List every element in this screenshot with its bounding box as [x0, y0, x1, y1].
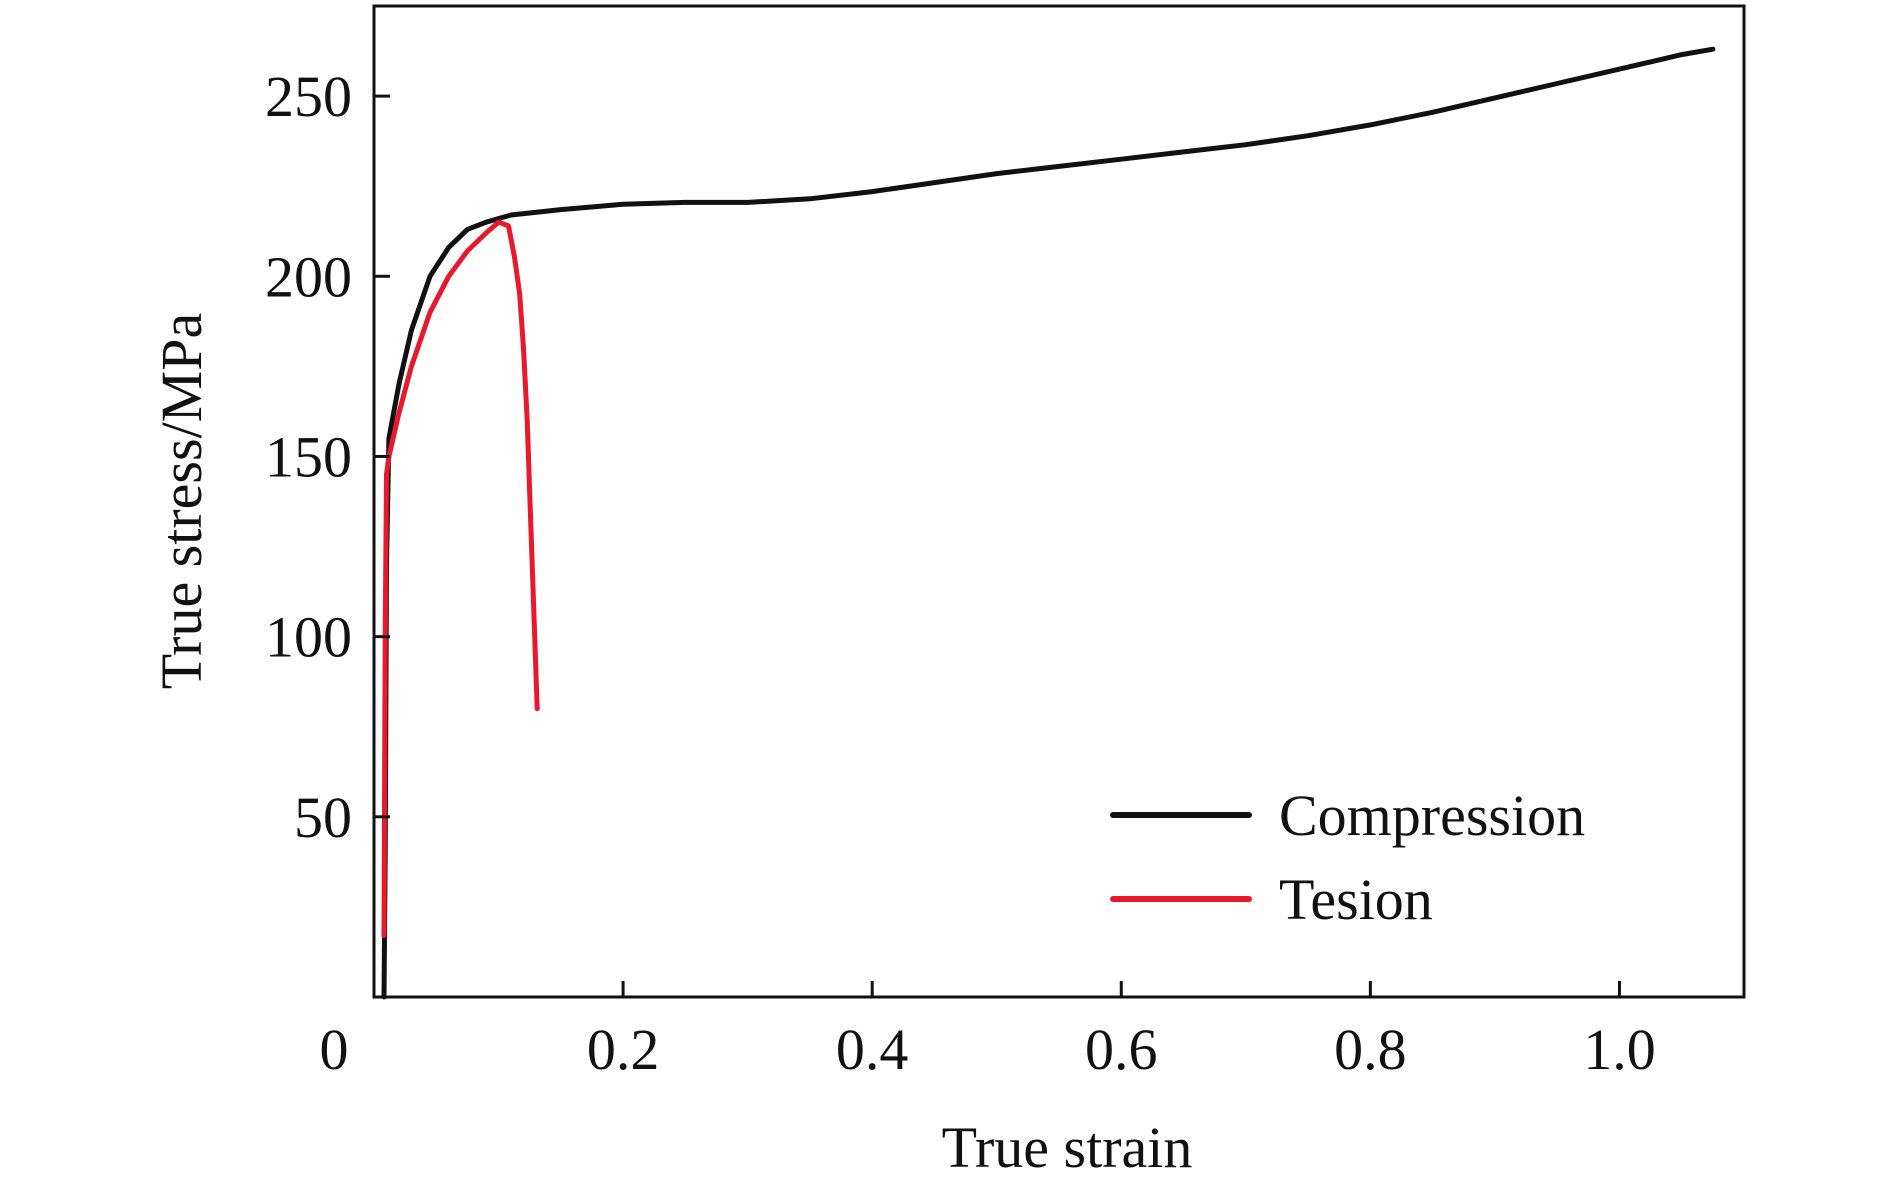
x-axis-ticks: 0.2 0.4 0.6 0.8 1.0: [587, 981, 1656, 1082]
x-tick-label: 0.2: [587, 1017, 660, 1082]
series-line-tesion: [381, 219, 540, 939]
y-tick-label: 200: [265, 244, 352, 309]
y-tick-label: 150: [265, 424, 352, 489]
x-tick-label: 0.6: [1085, 1017, 1158, 1082]
plot-frame: [372, 4, 1746, 999]
legend-label-compression: Compression: [1279, 783, 1585, 848]
legend-label-tesion: Tesion: [1279, 867, 1433, 932]
legend: Compression Tesion: [1110, 783, 1585, 932]
x-tick-label: 0.8: [1334, 1017, 1407, 1082]
x-axis-label: True strain: [942, 1115, 1193, 1180]
y-axis-label: True stress/MPa: [149, 313, 214, 690]
series-line-compression: [381, 46, 1716, 1000]
x-tick-label: 0.4: [836, 1017, 909, 1082]
y-axis-ticks: 50 100 150 200 250: [265, 64, 390, 850]
x-tick-label: 1.0: [1583, 1017, 1656, 1082]
series-layer: [381, 46, 1716, 1000]
y-tick-label: 50: [294, 785, 352, 850]
x-origin-label: 0: [320, 1017, 349, 1082]
y-tick-label: 250: [265, 64, 352, 129]
y-tick-label: 100: [265, 605, 352, 670]
